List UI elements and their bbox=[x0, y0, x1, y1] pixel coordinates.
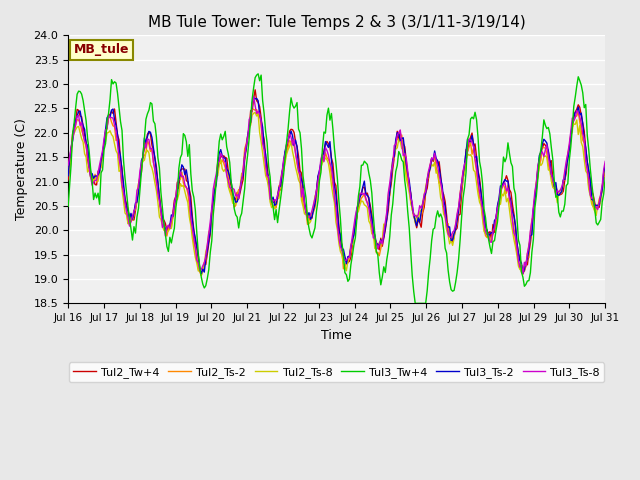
Tul2_Ts-2 bbox=[254, 113, 262, 119]
Tul3_Ts-8 bbox=[225, 178, 232, 183]
Line: Tul3_Tw+4: Tul3_Tw+4 bbox=[68, 74, 605, 303]
Line: Tul2_Tw+4: Tul2_Tw+4 bbox=[68, 90, 605, 271]
Tul3_Ts-8 bbox=[253, 111, 260, 117]
Tul2_Ts-8 bbox=[130, 208, 138, 214]
Tul3_Ts-8 bbox=[519, 271, 527, 276]
Tul2_Ts-8 bbox=[602, 163, 609, 169]
Tul2_Ts-8 bbox=[226, 189, 234, 194]
Tul3_Tw+4 bbox=[575, 74, 582, 80]
Tul3_Ts-2 bbox=[198, 271, 205, 276]
Tul3_Ts-2 bbox=[250, 95, 257, 101]
Legend: Tul2_Tw+4, Tul2_Ts-2, Tul2_Ts-8, Tul3_Tw+4, Tul3_Ts-2, Tul3_Ts-8: Tul2_Tw+4, Tul2_Ts-2, Tul2_Ts-8, Tul3_Tw… bbox=[69, 362, 605, 382]
Tul3_Tw+4 bbox=[301, 185, 308, 191]
Tul2_Tw+4 bbox=[602, 168, 609, 173]
Tul3_Ts-8 bbox=[602, 158, 609, 164]
Tul2_Ts-2 bbox=[130, 213, 138, 218]
Tul3_Ts-2 bbox=[226, 174, 234, 180]
Tul2_Ts-2 bbox=[302, 209, 310, 215]
Tul2_Tw+4 bbox=[225, 168, 232, 174]
Tul2_Tw+4 bbox=[130, 217, 138, 223]
Tul3_Tw+4 bbox=[412, 300, 419, 306]
Tul3_Tw+4 bbox=[64, 204, 72, 209]
Line: Tul3_Ts-8: Tul3_Ts-8 bbox=[68, 96, 605, 274]
Tul3_Ts-2 bbox=[575, 104, 582, 110]
Tul2_Ts-2 bbox=[244, 134, 252, 140]
Tul2_Ts-8 bbox=[198, 273, 205, 278]
Tul3_Ts-2 bbox=[254, 98, 262, 104]
Tul2_Ts-8 bbox=[254, 111, 262, 117]
Tul2_Tw+4 bbox=[301, 202, 308, 207]
Text: MB_tule: MB_tule bbox=[74, 43, 129, 56]
Tul3_Tw+4 bbox=[243, 164, 250, 170]
Tul3_Tw+4 bbox=[254, 71, 262, 77]
Line: Tul2_Ts-2: Tul2_Ts-2 bbox=[68, 109, 605, 276]
Tul2_Ts-8 bbox=[575, 132, 582, 137]
Tul2_Tw+4 bbox=[520, 268, 528, 274]
Tul3_Ts-2 bbox=[602, 163, 609, 168]
X-axis label: Time: Time bbox=[321, 329, 352, 342]
Tul3_Tw+4 bbox=[602, 175, 609, 180]
Tul2_Ts-2 bbox=[575, 109, 582, 115]
Tul3_Ts-2 bbox=[64, 173, 72, 179]
Tul2_Ts-8 bbox=[302, 212, 310, 217]
Tul2_Ts-8 bbox=[252, 109, 259, 115]
Line: Tul2_Ts-8: Tul2_Ts-8 bbox=[68, 112, 605, 276]
Tul3_Ts-8 bbox=[575, 110, 582, 116]
Tul2_Ts-2 bbox=[198, 273, 205, 278]
Tul3_Tw+4 bbox=[252, 75, 259, 81]
Tul2_Tw+4 bbox=[253, 98, 260, 104]
Tul3_Ts-2 bbox=[302, 209, 310, 215]
Tul2_Tw+4 bbox=[243, 146, 250, 152]
Tul2_Ts-8 bbox=[64, 171, 72, 177]
Tul3_Ts-8 bbox=[64, 162, 72, 168]
Tul2_Ts-2 bbox=[226, 184, 234, 190]
Tul2_Ts-8 bbox=[244, 135, 252, 141]
Title: MB Tule Tower: Tule Temps 2 & 3 (3/1/11-3/19/14): MB Tule Tower: Tule Temps 2 & 3 (3/1/11-… bbox=[148, 15, 525, 30]
Tul3_Tw+4 bbox=[130, 224, 138, 229]
Tul2_Tw+4 bbox=[575, 102, 582, 108]
Tul3_Ts-8 bbox=[130, 208, 138, 214]
Y-axis label: Temperature (C): Temperature (C) bbox=[15, 119, 28, 220]
Tul3_Ts-8 bbox=[243, 143, 250, 148]
Line: Tul3_Ts-2: Tul3_Ts-2 bbox=[68, 98, 605, 274]
Tul2_Tw+4 bbox=[64, 177, 72, 183]
Tul2_Ts-2 bbox=[64, 171, 72, 177]
Tul2_Ts-2 bbox=[250, 106, 257, 112]
Tul2_Tw+4 bbox=[252, 87, 259, 93]
Tul3_Ts-8 bbox=[250, 93, 257, 99]
Tul3_Ts-2 bbox=[130, 210, 138, 216]
Tul3_Ts-8 bbox=[301, 201, 308, 206]
Tul2_Ts-2 bbox=[602, 164, 609, 170]
Tul3_Ts-2 bbox=[244, 133, 252, 139]
Tul3_Tw+4 bbox=[225, 151, 232, 156]
